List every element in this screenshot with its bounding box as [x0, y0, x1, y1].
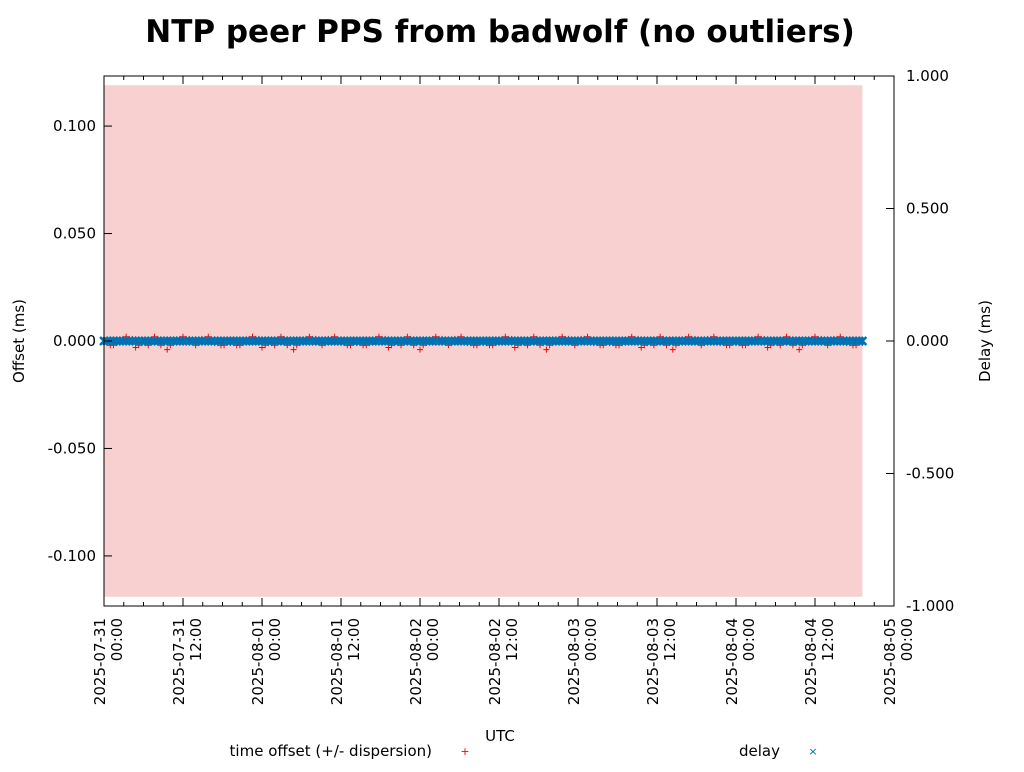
x-tick-label-time: 12:00 [345, 618, 363, 661]
x-tick-label-time: 00:00 [740, 618, 758, 661]
x-tick-label-time: 12:00 [503, 618, 521, 661]
legend-offset-label: time offset (+/- dispersion) [230, 742, 432, 760]
x-tick-label-date: 2025-08-02 [407, 618, 425, 705]
x-tick-label-date: 2025-07-31 [91, 618, 109, 705]
offset-point [543, 346, 550, 353]
x-tick-label-time: 00:00 [424, 618, 442, 661]
legend-delay-marker: × [808, 745, 817, 758]
x-tick-label-time: 12:00 [661, 618, 679, 661]
y-tick-label: 0.050 [53, 225, 96, 243]
y2-tick-label: -0.500 [906, 465, 954, 483]
y-axis-label: Offset (ms) [10, 299, 28, 383]
y2-tick-label: 1.000 [906, 67, 949, 85]
x-tick-label-date: 2025-08-05 [881, 618, 899, 705]
x-tick-label-time: 00:00 [266, 618, 284, 661]
x-tick-label-date: 2025-08-01 [328, 618, 346, 705]
x-tick-label-date: 2025-08-01 [249, 618, 267, 705]
legend-delay-label: delay [739, 742, 780, 760]
x-tick-label-date: 2025-07-31 [170, 618, 188, 705]
offset-point [669, 346, 676, 353]
x-tick-label-date: 2025-08-03 [565, 618, 583, 705]
y2-tick-label: -1.000 [906, 597, 954, 615]
delay-series [99, 336, 868, 346]
y-tick-label: -0.050 [48, 439, 96, 457]
y2-tick-label: 0.500 [906, 200, 949, 218]
delay-point [857, 336, 868, 346]
x-tick-label-date: 2025-08-03 [644, 618, 662, 705]
y-tick-label: -0.100 [48, 547, 96, 565]
x-tick-label-time: 00:00 [108, 618, 126, 661]
x-tick-label-date: 2025-08-04 [802, 618, 820, 705]
x-tick-label-time: 00:00 [582, 618, 600, 661]
offset-point [417, 346, 423, 353]
chart-title: NTP peer PPS from badwolf (no outliers) [145, 14, 855, 50]
x-tick-label-time: 12:00 [819, 618, 837, 661]
y-tick-label: 0.100 [53, 117, 96, 135]
legend-offset-marker: + [460, 745, 469, 758]
delay-point [854, 336, 865, 346]
x-tick-label-date: 2025-08-02 [486, 618, 504, 705]
x-tick-label-date: 2025-08-04 [723, 618, 741, 705]
offset-point [164, 346, 171, 353]
y2-tick-label: 0.000 [906, 332, 949, 350]
offset-point [290, 346, 297, 353]
y2-axis-label: Delay (ms) [976, 300, 994, 382]
x-tick-label-time: 00:00 [898, 618, 916, 661]
offset-point [796, 346, 803, 353]
x-axis-label: UTC [485, 727, 515, 745]
x-tick-label-time: 12:00 [187, 618, 205, 661]
y-tick-label: 0.000 [53, 332, 96, 350]
